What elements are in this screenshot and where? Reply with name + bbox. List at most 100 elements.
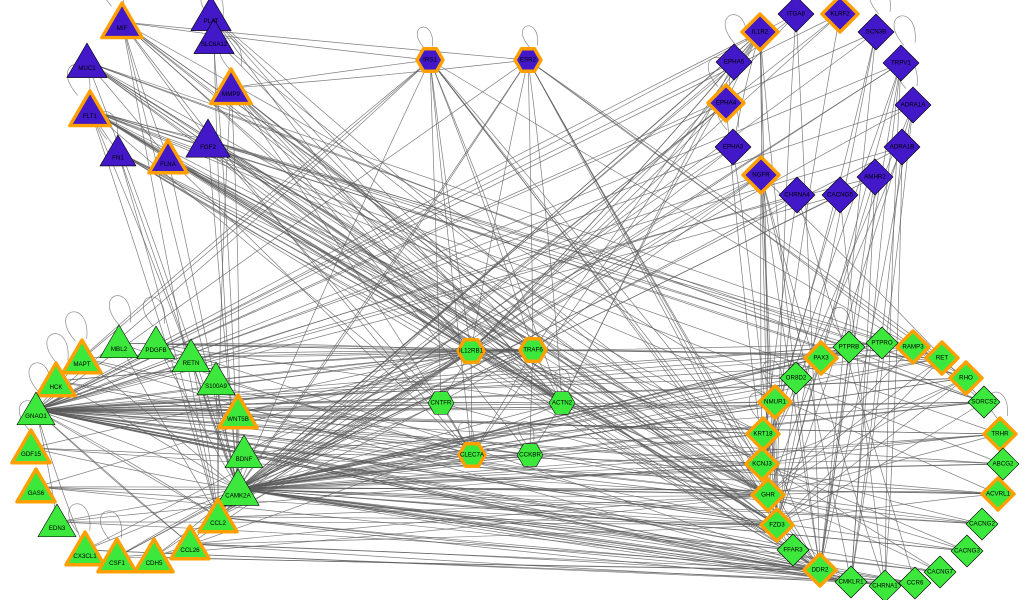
network-node[interactable] [980, 476, 1016, 512]
triangle-node-shape[interactable] [68, 89, 112, 128]
network-node[interactable] [518, 337, 548, 363]
network-node[interactable] [548, 391, 576, 415]
diamond-node-shape[interactable] [967, 385, 1001, 419]
diamond-node-shape[interactable] [923, 555, 957, 589]
diamond-node-shape[interactable] [857, 13, 895, 51]
network-node[interactable] [193, 18, 235, 54]
network-node[interactable] [96, 537, 138, 574]
network-node[interactable] [986, 447, 1020, 481]
network-node[interactable] [965, 507, 999, 541]
hexagon-node-shape[interactable] [518, 337, 548, 363]
network-node[interactable] [803, 340, 839, 376]
diamond-node-shape[interactable] [706, 83, 746, 123]
network-node[interactable] [779, 361, 813, 395]
network-node[interactable] [216, 468, 260, 506]
diamond-node-shape[interactable] [821, 176, 859, 214]
triangle-node-shape[interactable] [196, 361, 236, 396]
hexagon-node-shape[interactable] [427, 391, 455, 415]
triangle-node-shape[interactable] [193, 18, 235, 54]
diamond-node-shape[interactable] [895, 329, 931, 365]
network-node[interactable] [224, 434, 264, 469]
triangle-node-shape[interactable] [35, 361, 77, 398]
triangle-node-shape[interactable] [216, 468, 260, 506]
diamond-node-shape[interactable] [986, 447, 1020, 481]
network-node[interactable] [99, 324, 139, 359]
network-node[interactable] [744, 446, 780, 482]
triangle-node-shape[interactable] [99, 324, 139, 359]
diamond-node-shape[interactable] [779, 361, 813, 395]
network-node[interactable] [759, 507, 795, 543]
network-node[interactable] [516, 443, 544, 467]
triangle-node-shape[interactable] [61, 338, 103, 375]
network-node[interactable] [834, 565, 868, 599]
network-node[interactable] [415, 47, 445, 73]
network-node[interactable] [868, 569, 902, 600]
network-node[interactable] [706, 83, 746, 123]
diamond-node-shape[interactable] [802, 552, 838, 588]
network-node[interactable] [169, 524, 211, 561]
network-node[interactable] [185, 118, 231, 158]
network-node[interactable] [136, 325, 176, 360]
diamond-node-shape[interactable] [868, 569, 902, 600]
diamond-node-shape[interactable] [865, 326, 899, 360]
network-node[interactable] [883, 128, 921, 166]
diamond-node-shape[interactable] [965, 507, 999, 541]
diamond-node-shape[interactable] [950, 534, 984, 568]
diamond-node-shape[interactable] [740, 12, 780, 52]
diamond-node-shape[interactable] [750, 477, 786, 513]
diamond-node-shape[interactable] [777, 0, 815, 33]
network-node[interactable] [898, 566, 932, 600]
network-node[interactable] [832, 330, 866, 364]
triangle-node-shape[interactable] [96, 537, 138, 574]
network-node[interactable] [894, 86, 932, 124]
triangle-node-shape[interactable] [217, 393, 259, 430]
diamond-node-shape[interactable] [980, 476, 1016, 512]
network-node[interactable] [68, 89, 112, 128]
network-node[interactable] [10, 428, 52, 465]
triangle-node-shape[interactable] [99, 134, 137, 167]
network-node[interactable] [427, 391, 455, 415]
triangle-node-shape[interactable] [10, 428, 52, 465]
hexagon-node-shape[interactable] [457, 442, 487, 468]
network-node[interactable] [37, 503, 77, 538]
network-node[interactable] [217, 393, 259, 430]
network-node[interactable] [820, 0, 860, 34]
triangle-node-shape[interactable] [224, 434, 264, 469]
network-node[interactable] [778, 176, 816, 214]
network-node[interactable] [714, 128, 752, 166]
network-node[interactable] [64, 530, 106, 567]
hexagon-node-shape[interactable] [415, 47, 445, 73]
diamond-node-shape[interactable] [982, 416, 1018, 452]
diamond-node-shape[interactable] [883, 128, 921, 166]
network-node[interactable] [99, 134, 137, 167]
hexagon-node-shape[interactable] [456, 338, 486, 364]
triangle-node-shape[interactable] [197, 497, 239, 534]
diamond-node-shape[interactable] [744, 446, 780, 482]
network-node[interactable] [715, 43, 753, 81]
network-node[interactable] [741, 155, 781, 195]
node-layer[interactable] [10, 0, 1020, 600]
network-node[interactable] [982, 416, 1018, 452]
network-node[interactable] [750, 477, 786, 513]
network-node[interactable] [967, 385, 1001, 419]
network-node[interactable] [777, 0, 815, 33]
network-node[interactable] [197, 497, 239, 534]
network-node[interactable] [147, 138, 189, 175]
triangle-node-shape[interactable] [147, 138, 189, 175]
triangle-node-shape[interactable] [100, 1, 144, 40]
diamond-node-shape[interactable] [924, 340, 960, 376]
diamond-node-shape[interactable] [832, 330, 866, 364]
diamond-node-shape[interactable] [948, 360, 984, 396]
network-node[interactable] [948, 360, 984, 396]
triangle-node-shape[interactable] [185, 118, 231, 158]
network-node[interactable] [740, 12, 780, 52]
diamond-node-shape[interactable] [834, 565, 868, 599]
network-node[interactable] [776, 533, 810, 567]
triangle-node-shape[interactable] [15, 467, 57, 504]
network-node[interactable] [457, 442, 487, 468]
network-node[interactable] [133, 537, 175, 574]
network-node[interactable] [35, 361, 77, 398]
hexagon-node-shape[interactable] [548, 391, 576, 415]
network-node[interactable] [857, 13, 895, 51]
